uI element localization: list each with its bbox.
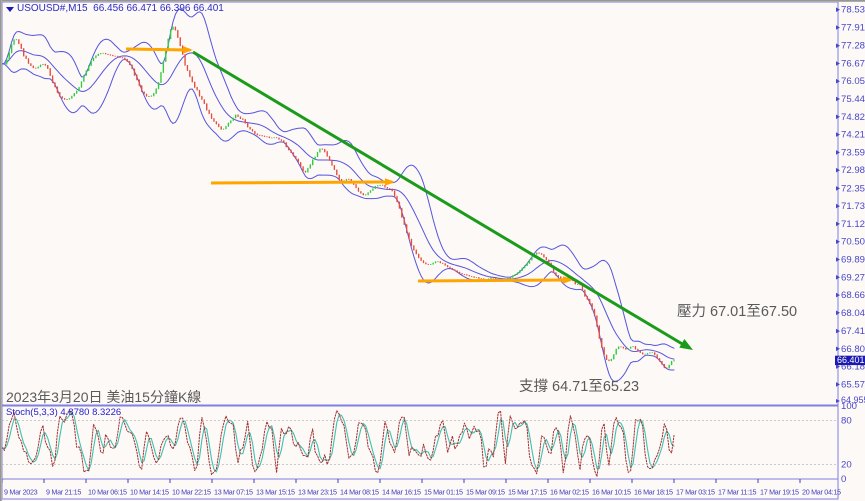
- svg-text:9 Mar 21:15: 9 Mar 21:15: [46, 488, 81, 497]
- svg-text:72.350: 72.350: [841, 183, 865, 194]
- svg-text:78.530: 78.530: [841, 5, 865, 16]
- svg-text:13 Mar 23:15: 13 Mar 23:15: [298, 488, 337, 497]
- svg-text:76.055: 76.055: [841, 76, 865, 87]
- svg-text:65.570: 65.570: [841, 379, 865, 390]
- svg-text:77.915: 77.915: [841, 23, 865, 34]
- svg-text:69.275: 69.275: [841, 272, 865, 283]
- svg-text:10 Mar 22:15: 10 Mar 22:15: [172, 488, 211, 497]
- svg-text:75.440: 75.440: [841, 94, 865, 105]
- svg-text:17 Mar 11:15: 17 Mar 11:15: [718, 488, 757, 497]
- svg-text:69.890: 69.890: [841, 255, 865, 266]
- svg-text:15 Mar 17:15: 15 Mar 17:15: [508, 488, 547, 497]
- svg-text:67.415: 67.415: [841, 326, 865, 337]
- svg-text:17 Mar 03:15: 17 Mar 03:15: [676, 488, 715, 497]
- svg-text:15 Mar 01:15: 15 Mar 01:15: [424, 488, 463, 497]
- svg-text:14 Mar 16:15: 14 Mar 16:15: [382, 488, 421, 497]
- svg-text:13 Mar 15:15: 13 Mar 15:15: [256, 488, 295, 497]
- svg-text:15 Mar 09:15: 15 Mar 09:15: [466, 488, 505, 497]
- svg-text:17 Mar 19:15: 17 Mar 19:15: [760, 488, 799, 497]
- svg-text:74.825: 74.825: [841, 112, 865, 123]
- svg-text:68.660: 68.660: [841, 290, 865, 301]
- svg-text:71.120: 71.120: [841, 219, 865, 230]
- svg-text:14 Mar 08:15: 14 Mar 08:15: [340, 488, 379, 497]
- svg-text:80: 80: [841, 416, 852, 427]
- svg-text:20: 20: [841, 459, 852, 470]
- svg-text:20 Mar 04:15: 20 Mar 04:15: [802, 488, 841, 497]
- svg-text:71.735: 71.735: [841, 201, 865, 212]
- svg-text:77.285: 77.285: [841, 41, 865, 52]
- svg-text:72.980: 72.980: [841, 165, 865, 176]
- svg-text:64.955: 64.955: [841, 395, 865, 405]
- svg-text:16 Mar 10:15: 16 Mar 10:15: [592, 488, 631, 497]
- svg-text:73.595: 73.595: [841, 147, 865, 158]
- svg-text:10 Mar 14:15: 10 Mar 14:15: [130, 488, 169, 497]
- svg-text:76.670: 76.670: [841, 59, 865, 70]
- svg-text:9 Mar 2023: 9 Mar 2023: [4, 488, 38, 497]
- svg-text:10 Mar 06:15: 10 Mar 06:15: [88, 488, 127, 497]
- svg-text:66.800: 66.800: [841, 344, 865, 355]
- svg-text:16 Mar 18:15: 16 Mar 18:15: [634, 488, 673, 497]
- svg-text:68.045: 68.045: [841, 308, 865, 319]
- svg-text:66.401: 66.401: [837, 355, 865, 365]
- svg-text:70.505: 70.505: [841, 237, 865, 248]
- svg-text:16 Mar 02:15: 16 Mar 02:15: [550, 488, 589, 497]
- svg-text:74.210: 74.210: [841, 130, 865, 141]
- svg-text:13 Mar 07:15: 13 Mar 07:15: [214, 488, 253, 497]
- svg-text:0: 0: [841, 474, 846, 485]
